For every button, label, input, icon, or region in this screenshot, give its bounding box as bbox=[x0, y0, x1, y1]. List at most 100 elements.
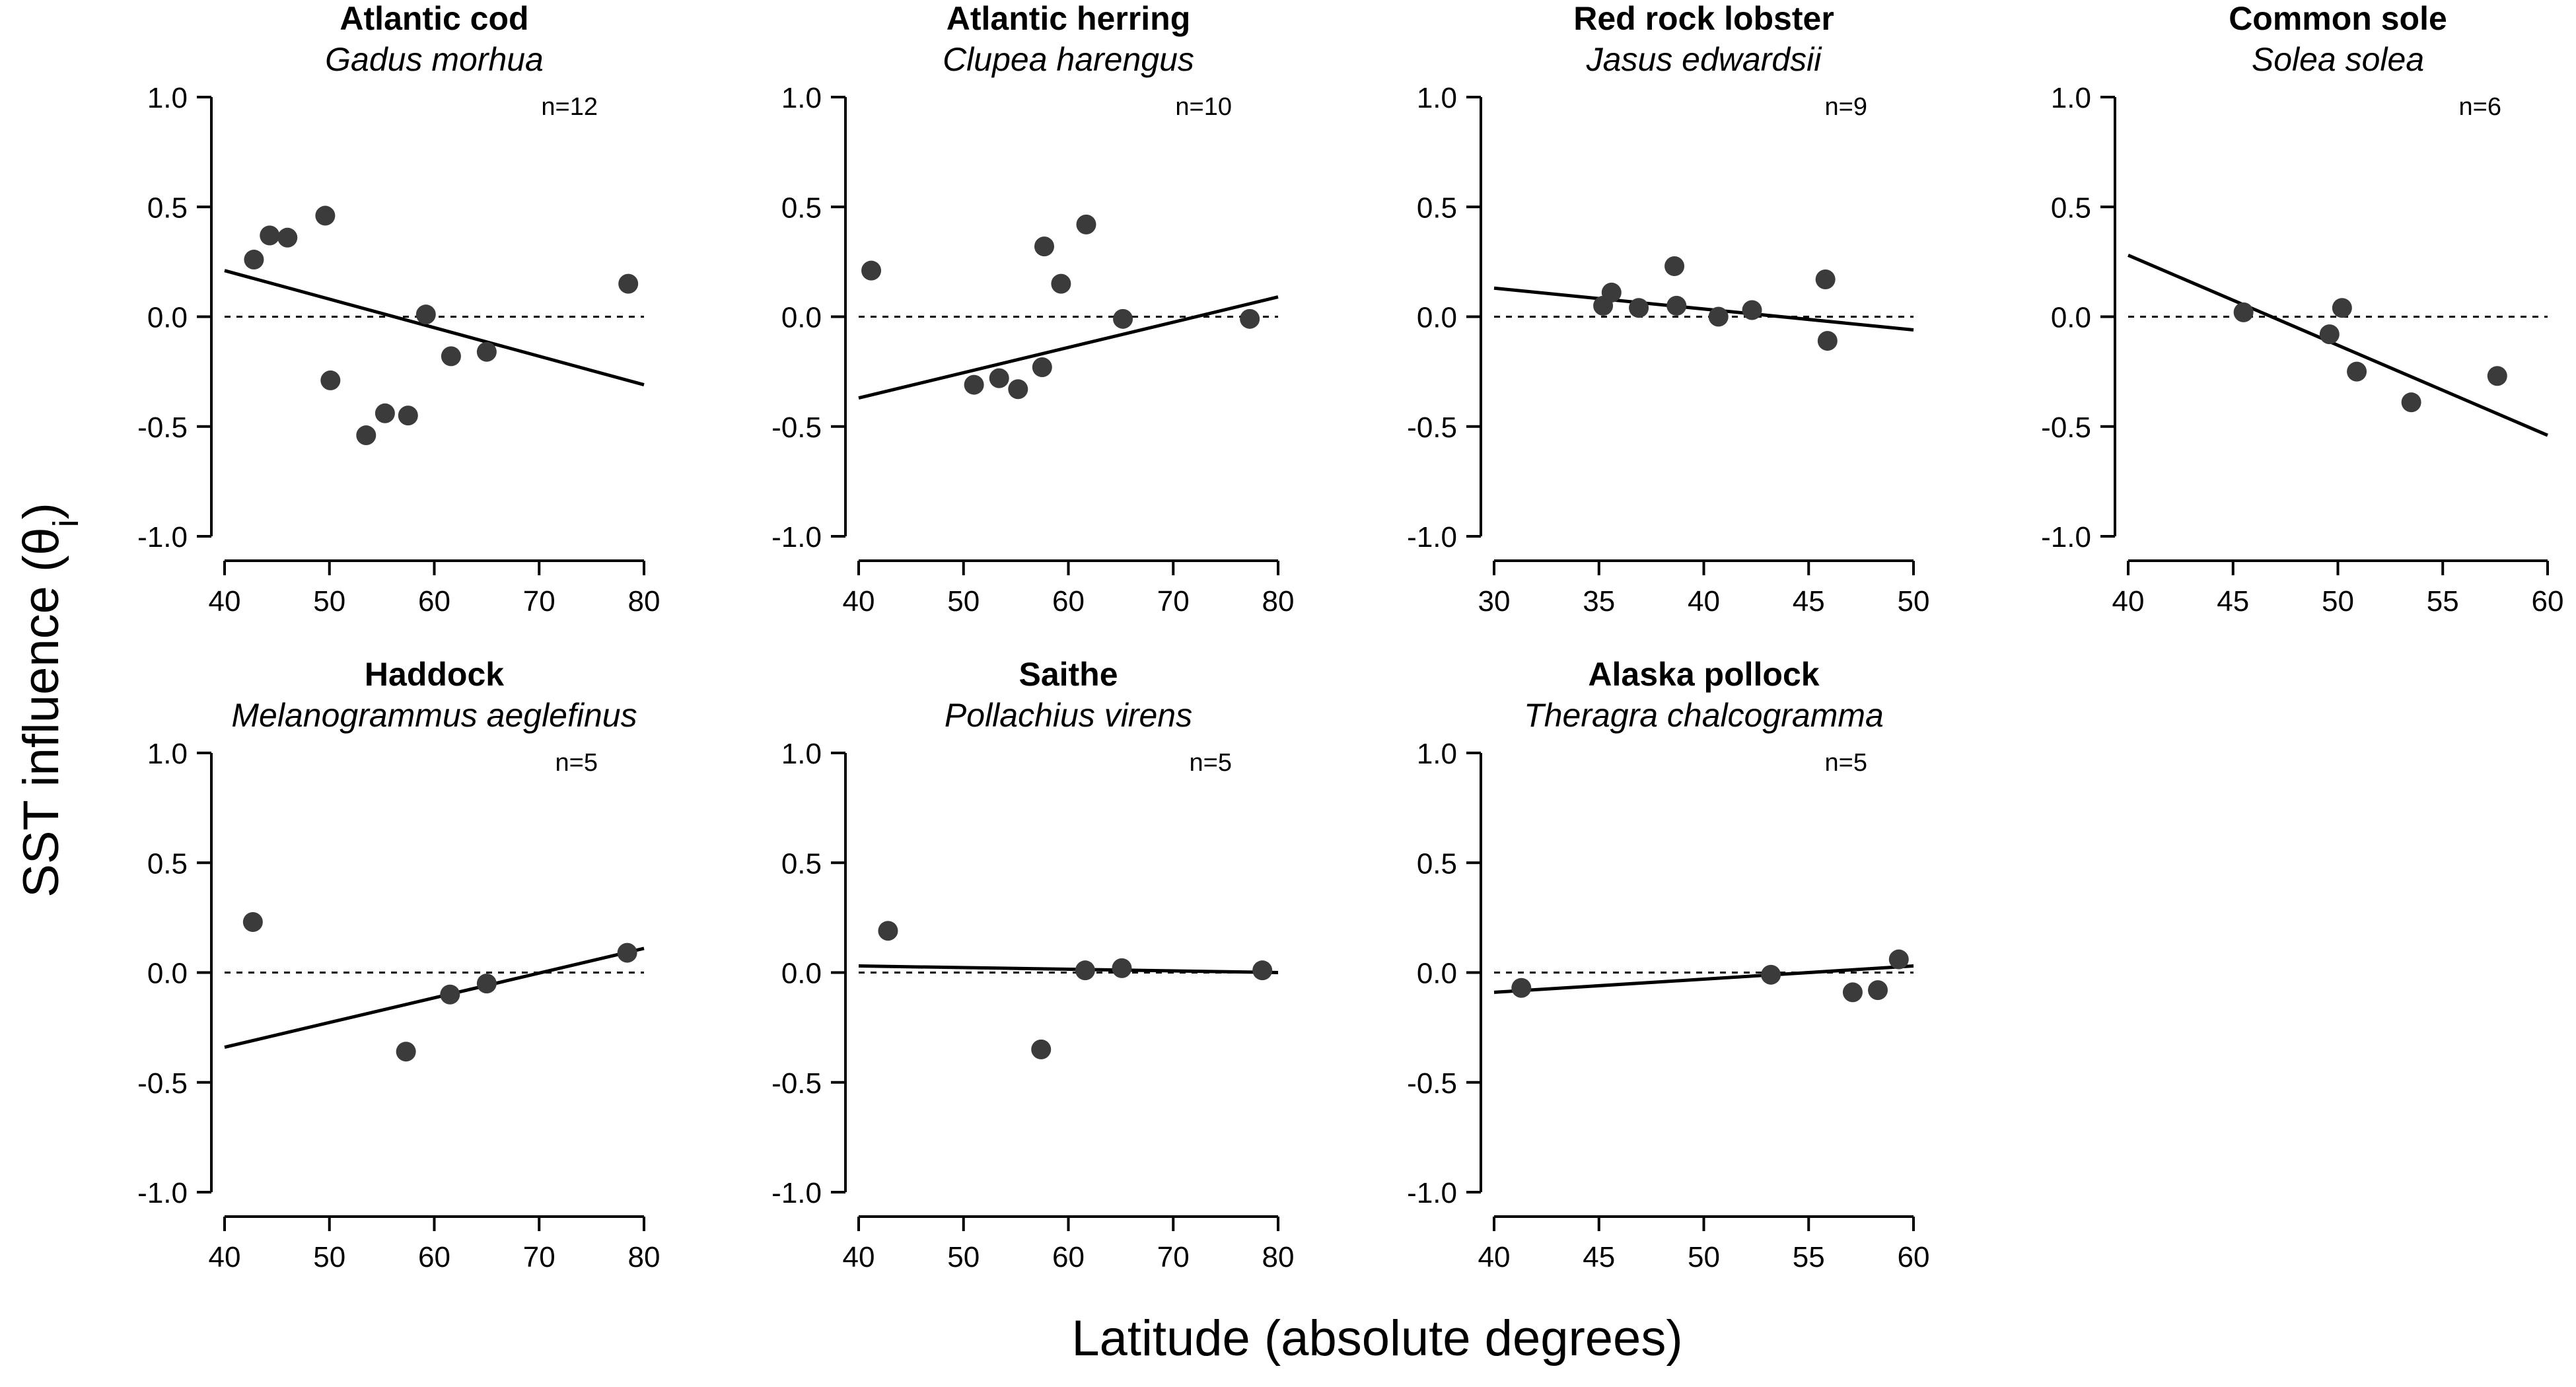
x-tick-label: 50 bbox=[2322, 585, 2354, 618]
data-point bbox=[1051, 273, 1071, 294]
panel-n-label: n=10 bbox=[1175, 93, 1232, 121]
panel-n-label: n=9 bbox=[1825, 93, 1867, 121]
panel-6: Saithe Pollachius virens n=5 1.0 0.5 0.0 -0.5 -… bbox=[771, 656, 1294, 1273]
data-point bbox=[1076, 214, 1096, 234]
regression-line bbox=[224, 946, 645, 1049]
data-point bbox=[2332, 298, 2352, 318]
x-tick-label: 40 bbox=[209, 1241, 241, 1273]
data-point bbox=[375, 403, 395, 423]
data-point bbox=[1629, 298, 1649, 318]
y-tick-label: 1.0 bbox=[2051, 82, 2091, 114]
data-point bbox=[242, 912, 263, 933]
y-tick-label: -0.5 bbox=[1407, 411, 1457, 444]
data-point bbox=[989, 368, 1009, 388]
x-tick-label: 80 bbox=[1262, 1241, 1295, 1273]
x-tick-label: 45 bbox=[1583, 1241, 1615, 1273]
data-point bbox=[260, 225, 280, 246]
data-point bbox=[440, 984, 460, 1005]
x-tick-label: 30 bbox=[1478, 585, 1511, 618]
x-tick-label: 45 bbox=[2217, 585, 2249, 618]
regression-line bbox=[1493, 964, 1914, 994]
y-tick-label: -0.5 bbox=[771, 411, 822, 444]
data-point bbox=[441, 346, 461, 367]
panel-4: Common sole Solea solea n=6 1.0 0.5 0.0 -0.5 -1… bbox=[2041, 0, 2563, 618]
data-point bbox=[2401, 392, 2421, 413]
x-tick-label: 80 bbox=[1262, 585, 1295, 618]
data-point bbox=[1034, 236, 1054, 257]
data-point bbox=[1008, 379, 1028, 400]
y-tick-label: -0.5 bbox=[771, 1067, 822, 1100]
x-tick-label: 50 bbox=[313, 585, 345, 618]
data-point bbox=[356, 425, 376, 446]
y-tick-label: 0.5 bbox=[2051, 192, 2091, 224]
regression-line bbox=[2128, 254, 2548, 437]
panel-1: Atlantic cod Gadus morhua n=12 1.0 0.5 0.0 -0.… bbox=[137, 0, 660, 618]
x-tick-label: 70 bbox=[1157, 585, 1190, 618]
y-tick-label: 0.0 bbox=[2051, 302, 2091, 334]
panel-subtitle: Theragra chalcogramma bbox=[1524, 697, 1884, 734]
x-tick-label: 40 bbox=[843, 1241, 875, 1273]
y-tick-label: -0.5 bbox=[137, 1067, 188, 1100]
x-tick-label: 40 bbox=[843, 585, 875, 618]
panel-7: Alaska pollock Theragra chalcogramma n=5 1.… bbox=[1407, 656, 1929, 1273]
data-point bbox=[398, 406, 418, 426]
x-tick-label: 50 bbox=[1688, 1241, 1720, 1273]
x-tick-label: 40 bbox=[1478, 1241, 1511, 1273]
y-tick-label: 0.0 bbox=[147, 302, 188, 334]
panel-title: Haddock bbox=[365, 656, 504, 693]
data-point bbox=[476, 341, 497, 362]
panel-title: Atlantic cod bbox=[340, 0, 528, 37]
data-point bbox=[1708, 306, 1729, 327]
panel-subtitle: Jasus edwardsii bbox=[1586, 41, 1823, 78]
y-tick-label: 0.5 bbox=[781, 847, 822, 880]
x-axis-title: Latitude (absolute degrees) bbox=[1071, 1310, 1682, 1367]
y-tick-label: -1.0 bbox=[137, 1177, 188, 1209]
data-point bbox=[1761, 964, 1781, 985]
data-point bbox=[1842, 982, 1863, 1003]
y-tick-label: 1.0 bbox=[147, 82, 188, 114]
y-axis-title-subscript: i bbox=[46, 519, 86, 527]
y-tick-label: 0.5 bbox=[147, 847, 188, 880]
panel-title: Atlantic herring bbox=[947, 0, 1190, 37]
panel-title: Saithe bbox=[1019, 656, 1118, 693]
y-axis-title-main: SST influence (θ bbox=[13, 527, 69, 897]
data-point bbox=[315, 205, 336, 226]
y-tick-label: 0.5 bbox=[147, 192, 188, 224]
data-point bbox=[277, 227, 298, 248]
panels-container: Atlantic cod Gadus morhua n=12 1.0 0.5 0.0 -0.… bbox=[137, 0, 2563, 1273]
panel-title: Red rock lobster bbox=[1573, 0, 1834, 37]
panel-n-label: n=5 bbox=[1825, 749, 1867, 777]
y-tick-label: 1.0 bbox=[1417, 82, 1457, 114]
x-tick-label: 40 bbox=[1688, 585, 1720, 618]
data-point bbox=[861, 260, 882, 281]
data-point bbox=[1742, 300, 1762, 320]
data-point bbox=[320, 370, 341, 390]
data-point bbox=[1601, 282, 1622, 302]
y-axis-title: SST influence (θi) bbox=[13, 503, 86, 898]
data-point bbox=[964, 374, 984, 395]
data-point bbox=[1815, 269, 1836, 289]
panel-5: Haddock Melanogrammus aeglefinus n=5 1.0 0.5… bbox=[137, 656, 660, 1273]
x-tick-label: 40 bbox=[2112, 585, 2145, 618]
y-tick-label: -1.0 bbox=[771, 1177, 822, 1209]
x-tick-label: 50 bbox=[1898, 585, 1930, 618]
data-point bbox=[2319, 324, 2340, 345]
y-tick-label: 0.0 bbox=[1417, 958, 1457, 990]
x-tick-label: 40 bbox=[209, 585, 241, 618]
panel-n-label: n=12 bbox=[541, 93, 598, 121]
y-tick-label: -1.0 bbox=[137, 521, 188, 553]
data-point bbox=[1664, 256, 1685, 277]
y-tick-label: 0.5 bbox=[781, 192, 822, 224]
y-tick-label: -1.0 bbox=[771, 521, 822, 553]
data-point bbox=[2487, 366, 2507, 386]
y-tick-label: -1.0 bbox=[1407, 1177, 1457, 1209]
y-tick-label: -0.5 bbox=[1407, 1067, 1457, 1100]
y-tick-label: 0.0 bbox=[1417, 302, 1457, 334]
x-tick-label: 60 bbox=[1052, 585, 1085, 618]
x-tick-label: 70 bbox=[523, 585, 555, 618]
panel-title: Alaska pollock bbox=[1588, 656, 1819, 693]
data-point bbox=[1032, 357, 1052, 377]
x-tick-label: 60 bbox=[1052, 1241, 1085, 1273]
y-tick-label: 1.0 bbox=[1417, 738, 1457, 770]
